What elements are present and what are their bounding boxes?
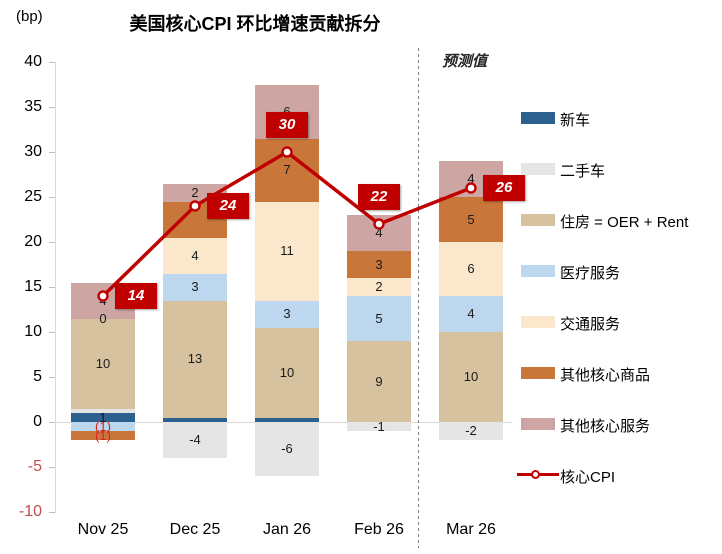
bar-segment-label: 5: [375, 310, 383, 326]
legend-line-marker: [531, 470, 540, 479]
y-tick-label: 10: [24, 323, 42, 340]
legend-swatch: [521, 418, 555, 430]
bar-segment-label: 11: [280, 243, 294, 258]
y-tick-label: 5: [33, 368, 42, 385]
legend-swatch: [521, 367, 555, 379]
bar-segment: [163, 300, 227, 418]
bar-segment-label: -6: [281, 441, 293, 456]
bar-segment-label: 4: [467, 306, 475, 321]
chart-title: 美国核心CPI 环比增速贡献拆分: [129, 14, 381, 34]
forecast-label: 预测值: [442, 53, 488, 70]
y-tick-label: 15: [24, 278, 42, 295]
legend-swatch: [521, 214, 555, 226]
y-tick-label: 20: [24, 233, 42, 250]
core-cpi-value-badge: 26: [483, 175, 525, 201]
y-axis-line: [55, 62, 56, 513]
bar-segment-label: -1: [373, 418, 385, 434]
legend-label: 其他核心服务: [560, 418, 651, 435]
bar-segment: [71, 413, 135, 422]
core-cpi-value-badge: 24: [207, 193, 249, 219]
core-cpi-value-badge: 22: [358, 184, 400, 210]
legend-swatch: [521, 265, 555, 277]
y-tick-mark: [49, 332, 55, 333]
legend-label: 医疗服务: [560, 265, 621, 282]
y-tick-mark: [49, 107, 55, 108]
bar-segment-label: 10: [463, 369, 479, 384]
x-axis-label: Nov 25: [77, 521, 129, 538]
y-tick-label: 30: [24, 143, 42, 160]
bar-segment-label: (1): [95, 418, 111, 434]
unit-label: (bp): [16, 8, 43, 25]
core-cpi-value-badge: 30: [266, 112, 308, 138]
bar-segment: [347, 296, 411, 341]
legend-swatch: [521, 316, 555, 328]
bar-segment-label: 4: [375, 225, 383, 240]
legend-label: 住房 = OER + Rent: [560, 214, 689, 231]
y-tick-label: 35: [24, 98, 42, 115]
legend-label: 交通服务: [560, 316, 621, 333]
bar-segment: [71, 318, 135, 409]
bar-segment-label: 3: [375, 256, 383, 272]
y-tick-label: -10: [18, 503, 42, 520]
bar-segment-label: 6: [467, 261, 475, 276]
bar-segment-label: -2: [465, 423, 477, 438]
bar-segment-label: 1: [99, 409, 107, 425]
bar-segment: [347, 422, 411, 431]
bar-segment-label: 5: [467, 211, 475, 227]
bar-segment-label: 10: [279, 364, 295, 380]
bar-segment-label: (1): [95, 427, 111, 443]
bar-segment: [163, 417, 227, 422]
bar-segment-label: 10: [95, 355, 111, 371]
y-tick-mark: [49, 377, 55, 378]
legend-label: 其他核心商品: [560, 367, 651, 384]
y-tick-label: 25: [24, 188, 42, 205]
bar-segment: [439, 422, 503, 440]
bar-segment: [71, 422, 135, 431]
y-tick-label: -5: [27, 458, 42, 475]
y-tick-mark: [49, 422, 55, 423]
bar-segment: [163, 422, 227, 458]
bar-segment-label: -4: [189, 432, 201, 447]
bar-segment-label: 13: [187, 351, 203, 366]
bar-segment-label: 2: [375, 279, 383, 294]
legend-swatch: [521, 163, 555, 175]
core-cpi-value-badge: 14: [115, 283, 157, 309]
legend-label: 核心CPI: [560, 469, 616, 486]
bar-segment-label: 0: [99, 310, 107, 326]
y-tick-mark: [49, 197, 55, 198]
bar-segment: [255, 327, 319, 418]
bar-segment-label: 3: [191, 279, 199, 294]
bar-segment: [255, 422, 319, 476]
x-axis-label: Feb 26: [354, 521, 404, 538]
bar-segment-label: 9: [375, 373, 383, 389]
bar-segment-label: 3: [283, 306, 291, 321]
y-tick-mark: [49, 512, 55, 513]
x-axis-label: Jan 26: [262, 521, 312, 538]
x-axis-label: Dec 25: [169, 521, 221, 538]
bar-segment: [439, 296, 503, 332]
bar-segment: [255, 300, 319, 328]
bar-segment: [71, 408, 135, 413]
y-tick-mark: [49, 467, 55, 468]
legend-label: 新车: [560, 112, 591, 129]
bar-segment: [439, 332, 503, 422]
forecast-divider: [418, 48, 419, 548]
bar-segment: [347, 341, 411, 422]
y-tick-mark: [49, 242, 55, 243]
legend-swatch: [521, 112, 555, 124]
y-tick-mark: [49, 287, 55, 288]
y-tick-label: 0: [33, 413, 42, 430]
bar-segment: [71, 431, 135, 440]
legend-label: 二手车: [560, 163, 606, 180]
bar-segment-label: 6: [283, 103, 291, 119]
bar-segment-label: 4: [191, 247, 199, 263]
x-axis-label: Mar 26: [446, 521, 496, 538]
y-tick-mark: [49, 152, 55, 153]
y-tick-mark: [49, 62, 55, 63]
bar-segment-label: 7: [283, 162, 291, 177]
y-tick-label: 40: [24, 53, 42, 70]
bar-segment: [255, 417, 319, 422]
